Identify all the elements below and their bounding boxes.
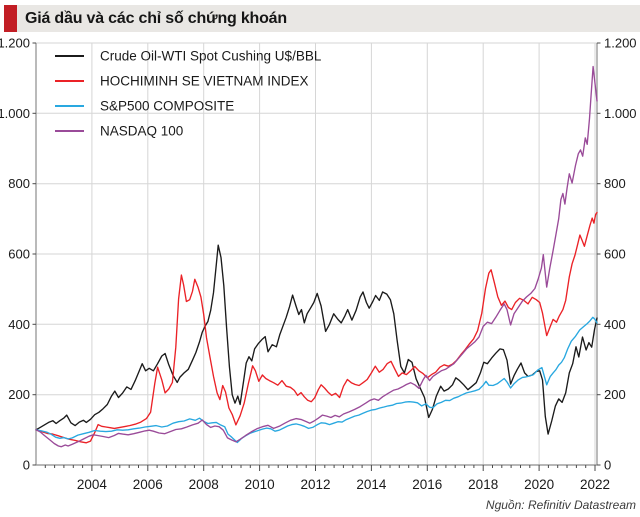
legend-label: HOCHIMINH SE VIETNAM INDEX — [100, 74, 309, 89]
y-axis-label: 400 — [604, 317, 626, 332]
x-axis-label: 2012 — [300, 477, 330, 492]
y-axis-label: 1.200 — [0, 36, 30, 51]
page-title: Giá dầu và các chỉ số chứng khoán — [25, 9, 287, 27]
legend-label: Crude Oil-WTI Spot Cushing U$/BBL — [100, 49, 322, 64]
y-axis-label: 0 — [23, 458, 30, 473]
x-axis-label: 2004 — [77, 477, 108, 492]
series-line-3 — [35, 65, 598, 448]
series-line-2 — [35, 316, 598, 444]
x-axis-label: 2022 — [580, 477, 610, 492]
chart-header: Giá dầu và các chỉ số chứng khoán — [4, 5, 640, 32]
series-line-0 — [35, 244, 598, 435]
series-line-1 — [35, 211, 598, 444]
x-axis-label: 2018 — [468, 477, 498, 492]
y-axis-labels-left: 0 200 400 600 800 1.000 1.200 — [0, 36, 30, 473]
x-axis-label: 2006 — [133, 477, 163, 492]
y-axis-label: 800 — [8, 176, 30, 191]
y-axis-label: 800 — [604, 176, 626, 191]
y-axis-label: 200 — [8, 387, 30, 402]
x-axis-label: 2008 — [189, 477, 219, 492]
x-axis-label: 2016 — [412, 477, 442, 492]
y-axis-labels-right: 0 200 400 600 800 1.000 1.200 — [604, 36, 637, 473]
y-axis-label: 200 — [604, 387, 626, 402]
y-axis-ticks — [32, 42, 601, 466]
source-attribution: Nguồn: Refinitiv Datastream — [485, 498, 636, 512]
x-axis-ticks — [44, 465, 596, 471]
x-axis-labels: 2004 2006 2008 2010 2012 2014 2016 2018 2020 2022 — [77, 477, 610, 492]
header-accent-bar — [4, 5, 17, 32]
y-axis-label: 0 — [604, 458, 611, 473]
x-axis-label: 2010 — [245, 477, 275, 492]
y-axis-label: 600 — [604, 247, 626, 262]
chart-legend: Crude Oil-WTI Spot Cushing U$/BBL HOCHIMI… — [55, 49, 322, 139]
y-axis-label: 600 — [8, 247, 30, 262]
y-axis-label: 1.000 — [0, 106, 30, 121]
y-axis-label: 1.200 — [604, 36, 637, 51]
x-axis-label: 2014 — [356, 477, 387, 492]
legend-label: NASDAQ 100 — [100, 124, 183, 139]
horizontal-gridlines — [36, 42, 597, 396]
y-axis-label: 400 — [8, 317, 30, 332]
legend-label: S&P500 COMPOSITE — [100, 99, 234, 114]
x-axis-label: 2020 — [524, 477, 554, 492]
y-axis-label: 1.000 — [604, 106, 637, 121]
